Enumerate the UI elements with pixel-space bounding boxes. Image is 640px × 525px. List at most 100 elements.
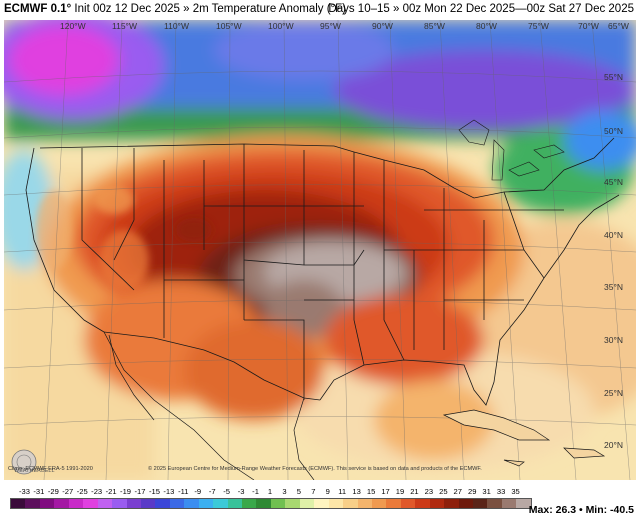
lon-label: 90°W	[372, 21, 393, 31]
legend-swatch	[502, 499, 516, 508]
legend-swatch	[271, 499, 285, 508]
legend-tick-label: -11	[178, 487, 188, 496]
legend-swatch	[300, 499, 314, 508]
legend-tick-label: -7	[209, 487, 216, 496]
lon-label: 80°W	[476, 21, 497, 31]
legend-tick-label: 25	[439, 487, 447, 496]
legend-tick-label: -23	[91, 487, 102, 496]
run-info: Init 00z 12 Dec 2025 » 2m Temperature An…	[74, 3, 346, 15]
lat-label: 45°N	[604, 177, 623, 187]
climo-credit: Climo: ECMWF ERA-5 1991-2020	[8, 466, 93, 472]
legend-tick-label: 3	[282, 487, 286, 496]
legend-swatch	[242, 499, 256, 508]
lon-label: 115°W	[112, 21, 137, 31]
legend-ticks: -33-31-29-27-25-23-21-19-17-15-13-11-9-7…	[10, 487, 530, 497]
legend-tick-label: -1	[252, 487, 259, 496]
legend-swatch	[40, 499, 54, 508]
legend-swatch	[386, 499, 400, 508]
lon-label: 100°W	[268, 21, 294, 31]
legend-swatch	[459, 499, 473, 508]
legend-tick-label: 9	[326, 487, 330, 496]
legend-tick-label: 35	[511, 487, 519, 496]
legend-tick-label: 17	[381, 487, 389, 496]
legend-swatch	[329, 499, 343, 508]
lon-label: 75°W	[528, 21, 549, 31]
legend-tick-label: -21	[106, 487, 117, 496]
lat-label: 20°N	[604, 440, 623, 450]
ecmwf-copyright: © 2025 European Centre for Medium-Range …	[148, 466, 482, 472]
legend-swatch	[25, 499, 39, 508]
credit-line: Climo: ECMWF ERA-5 1991-2020 © 2025 Euro…	[8, 466, 628, 472]
legend-tick-label: 7	[311, 487, 315, 496]
max-value: Max: 26.3	[529, 504, 576, 516]
legend-swatch	[314, 499, 328, 508]
legend-tick-label: -15	[149, 487, 160, 496]
legend-swatch	[343, 499, 357, 508]
legend-tick-label: 5	[297, 487, 301, 496]
legend-tick-label: 21	[410, 487, 418, 496]
legend-tick-label: 19	[396, 487, 404, 496]
legend-swatch	[69, 499, 83, 508]
legend-tick-label: -17	[135, 487, 146, 496]
legend-tick-label: 29	[468, 487, 476, 496]
legend-tick-label: 23	[425, 487, 433, 496]
legend-swatch	[444, 499, 458, 508]
lat-label: 55°N	[604, 72, 623, 82]
legend-swatch	[401, 499, 415, 508]
legend-swatch	[228, 499, 242, 508]
legend-swatch	[256, 499, 270, 508]
legend-swatch	[98, 499, 112, 508]
color-legend: -33-31-29-27-25-23-21-19-17-15-13-11-9-7…	[4, 487, 534, 521]
legend-tick-label: 33	[497, 487, 505, 496]
legend-swatch	[213, 499, 227, 508]
legend-tick-label: -29	[48, 487, 59, 496]
legend-swatch	[415, 499, 429, 508]
legend-swatch	[285, 499, 299, 508]
lat-label: 50°N	[604, 126, 623, 136]
legend-swatch	[372, 499, 386, 508]
legend-tick-label: -5	[223, 487, 230, 496]
lon-label: 85°W	[424, 21, 445, 31]
legend-tick-label: -33	[19, 487, 30, 496]
min-value: Min: -40.5	[586, 504, 634, 516]
legend-tick-label: 1	[268, 487, 272, 496]
anomaly-field	[4, 20, 636, 480]
legend-tick-label: 11	[338, 487, 346, 496]
legend-swatch	[487, 499, 501, 508]
model-name: ECMWF 0.1°	[4, 3, 71, 15]
legend-swatch	[112, 499, 126, 508]
temperature-anomaly-map: 120°W 115°W 110°W 105°W 100°W 95°W 90°W …	[4, 20, 636, 480]
legend-tick-label: -9	[194, 487, 201, 496]
lat-label: 35°N	[604, 282, 623, 292]
legend-tick-label: -25	[77, 487, 88, 496]
header-bar: ECMWF 0.1° Init 00z 12 Dec 2025 » 2m Tem…	[0, 0, 640, 20]
legend-swatch	[473, 499, 487, 508]
max-min-values: Max: 26.3 • Min: -40.5	[529, 504, 634, 516]
lon-label: 95°W	[320, 21, 341, 31]
valid-period: Days 10–15 » 00z Mon 22 Dec 2025—00z Sat…	[328, 3, 634, 15]
legend-swatch	[170, 499, 184, 508]
lat-label: 40°N	[604, 230, 623, 240]
legend-swatch	[54, 499, 68, 508]
legend-tick-label: 31	[482, 487, 490, 496]
legend-swatch	[199, 499, 213, 508]
map-title: ECMWF 0.1° Init 00z 12 Dec 2025 » 2m Tem…	[4, 3, 346, 15]
lon-label: 65°W	[608, 21, 629, 31]
legend-colorbar	[10, 498, 532, 509]
legend-tick-label: -3	[238, 487, 245, 496]
lon-label: 120°W	[60, 21, 86, 31]
lon-label: 110°W	[164, 21, 189, 31]
legend-swatch	[184, 499, 198, 508]
legend-tick-label: 27	[454, 487, 462, 496]
legend-tick-label: -13	[163, 487, 174, 496]
legend-tick-label: -31	[33, 487, 44, 496]
legend-tick-label: 13	[352, 487, 360, 496]
legend-tick-label: -27	[62, 487, 73, 496]
legend-swatch	[358, 499, 372, 508]
legend-swatch	[155, 499, 169, 508]
weatherbell-logo: WEATHERBELL	[10, 448, 70, 481]
legend-swatch	[127, 499, 141, 508]
lon-label: 70°W	[578, 21, 599, 31]
legend-tick-label: 15	[367, 487, 375, 496]
legend-swatch	[141, 499, 155, 508]
